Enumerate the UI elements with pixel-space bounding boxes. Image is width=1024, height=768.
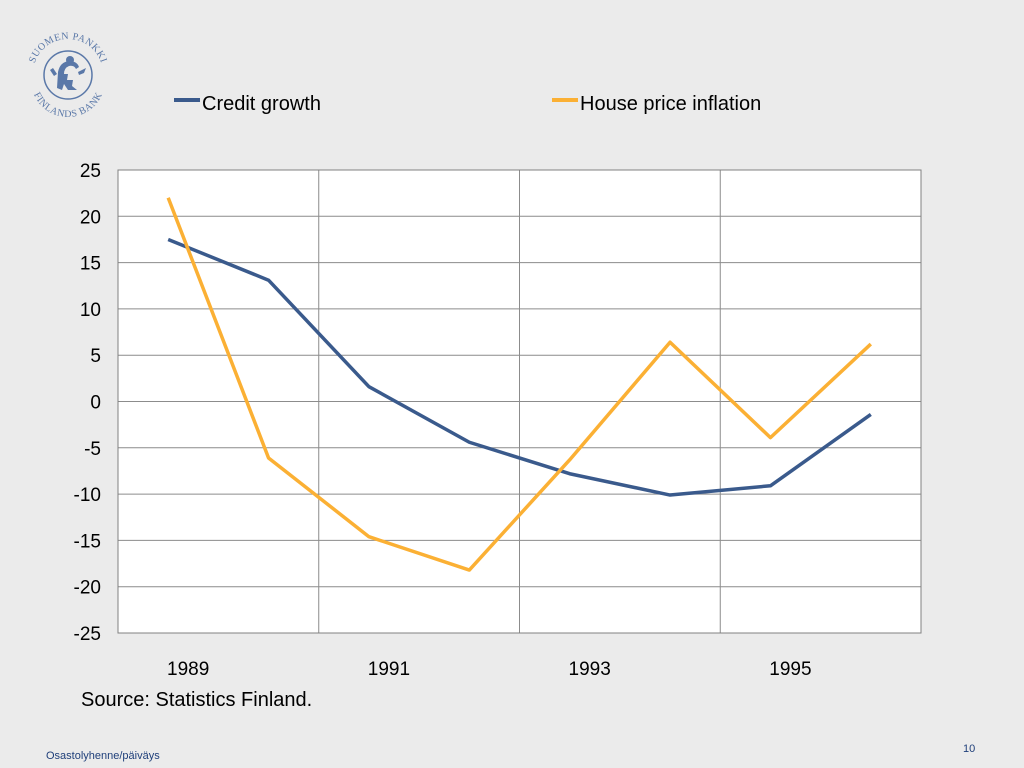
y-tick-label: 0 bbox=[90, 393, 101, 414]
series-line-house-price-inflation bbox=[166, 197, 873, 572]
y-tick-label: 5 bbox=[90, 346, 101, 367]
page-number: 10 bbox=[963, 743, 976, 755]
legend-label: Credit growth bbox=[202, 93, 321, 115]
source-note: Source: Statistics Finland. bbox=[81, 689, 313, 711]
plot-border bbox=[117, 169, 922, 634]
series-lines bbox=[166, 197, 873, 572]
y-tick-label: -5 bbox=[84, 439, 101, 460]
x-axis: 1989 1991 1993 1995 bbox=[167, 659, 812, 680]
x-tick-label: 1989 bbox=[167, 659, 209, 680]
x-tick-label: 1991 bbox=[368, 659, 410, 680]
series-line-credit-growth bbox=[167, 237, 872, 497]
y-tick-label: 10 bbox=[80, 300, 101, 321]
x-tick-label: 1993 bbox=[569, 659, 611, 680]
y-tick-label: -25 bbox=[74, 624, 101, 645]
y-axis: 25 20 15 10 5 0 -5 -10 -15 -20 -25 bbox=[74, 161, 101, 645]
y-tick-label: -20 bbox=[74, 578, 101, 599]
y-tick-label: 20 bbox=[80, 207, 101, 228]
footer-department-date: Osastolyhenne/päiväys bbox=[46, 750, 160, 762]
x-tick-label: 1995 bbox=[769, 659, 811, 680]
y-tick-label: 25 bbox=[80, 161, 101, 182]
y-tick-label: -10 bbox=[74, 485, 101, 506]
legend: Credit growth House price inflation bbox=[174, 93, 761, 115]
gridlines bbox=[118, 169, 921, 634]
bank-logo-seal-icon: SUOMEN PANKKI FINLANDS BANK bbox=[27, 31, 108, 120]
y-tick-label: -15 bbox=[74, 531, 101, 552]
y-tick-label: 15 bbox=[80, 254, 101, 275]
legend-label: House price inflation bbox=[580, 93, 761, 115]
